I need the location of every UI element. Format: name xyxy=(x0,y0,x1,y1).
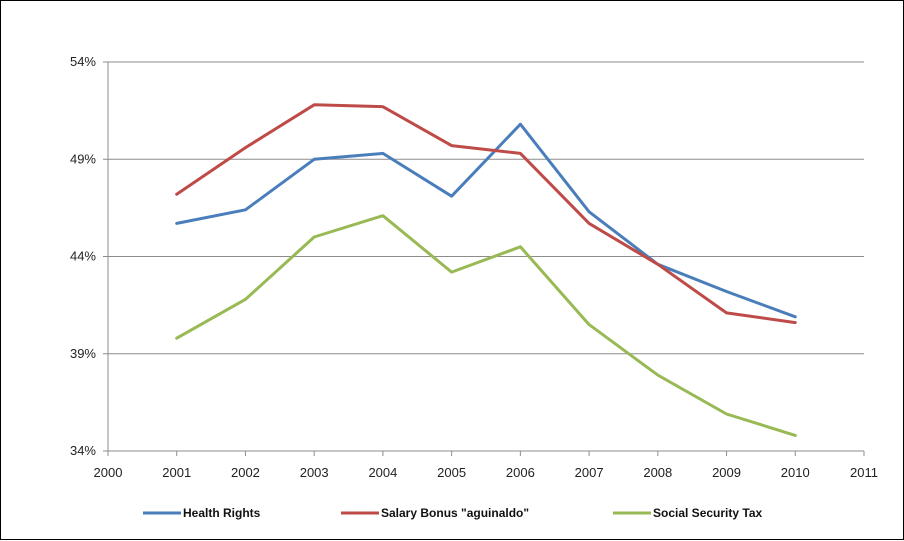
tick-labels: 34% 39% 44% 49% 54% 2000 2001 2002 2003 2004 2005 2… xyxy=(70,54,878,480)
x-tick-label: 2010 xyxy=(781,465,810,480)
y-tick-label: 34% xyxy=(70,443,96,458)
x-tick-label: 2003 xyxy=(300,465,329,480)
series-line-2 xyxy=(175,214,797,437)
x-tick-label: 2011 xyxy=(850,465,878,480)
y-tick-label: 49% xyxy=(70,151,96,166)
series-line-0 xyxy=(175,122,797,319)
x-tick-label: 2005 xyxy=(437,465,466,480)
legend-label: Social Security Tax xyxy=(653,506,762,520)
x-tick-label: 2000 xyxy=(94,465,123,480)
x-tick-label: 2008 xyxy=(643,465,672,480)
x-tick-label: 2004 xyxy=(368,465,397,480)
axes xyxy=(103,61,865,456)
x-tick-label: 2001 xyxy=(162,465,191,480)
x-tick-label: 2002 xyxy=(231,465,260,480)
legend: Health Rights Salary Bonus "aguinaldo" Soc… xyxy=(143,506,762,520)
x-tick-label: 2006 xyxy=(506,465,535,480)
legend-label: Salary Bonus "aguinaldo" xyxy=(381,506,529,520)
y-tick-label: 54% xyxy=(70,54,96,69)
series-line-1 xyxy=(175,103,797,325)
y-tick-label: 39% xyxy=(70,346,96,361)
legend-label: Health Rights xyxy=(183,506,261,520)
series-lines xyxy=(175,103,797,437)
gridlines xyxy=(108,61,864,355)
x-tick-label: 2007 xyxy=(575,465,604,480)
x-tick-label: 2009 xyxy=(712,465,741,480)
y-tick-label: 44% xyxy=(70,249,96,264)
